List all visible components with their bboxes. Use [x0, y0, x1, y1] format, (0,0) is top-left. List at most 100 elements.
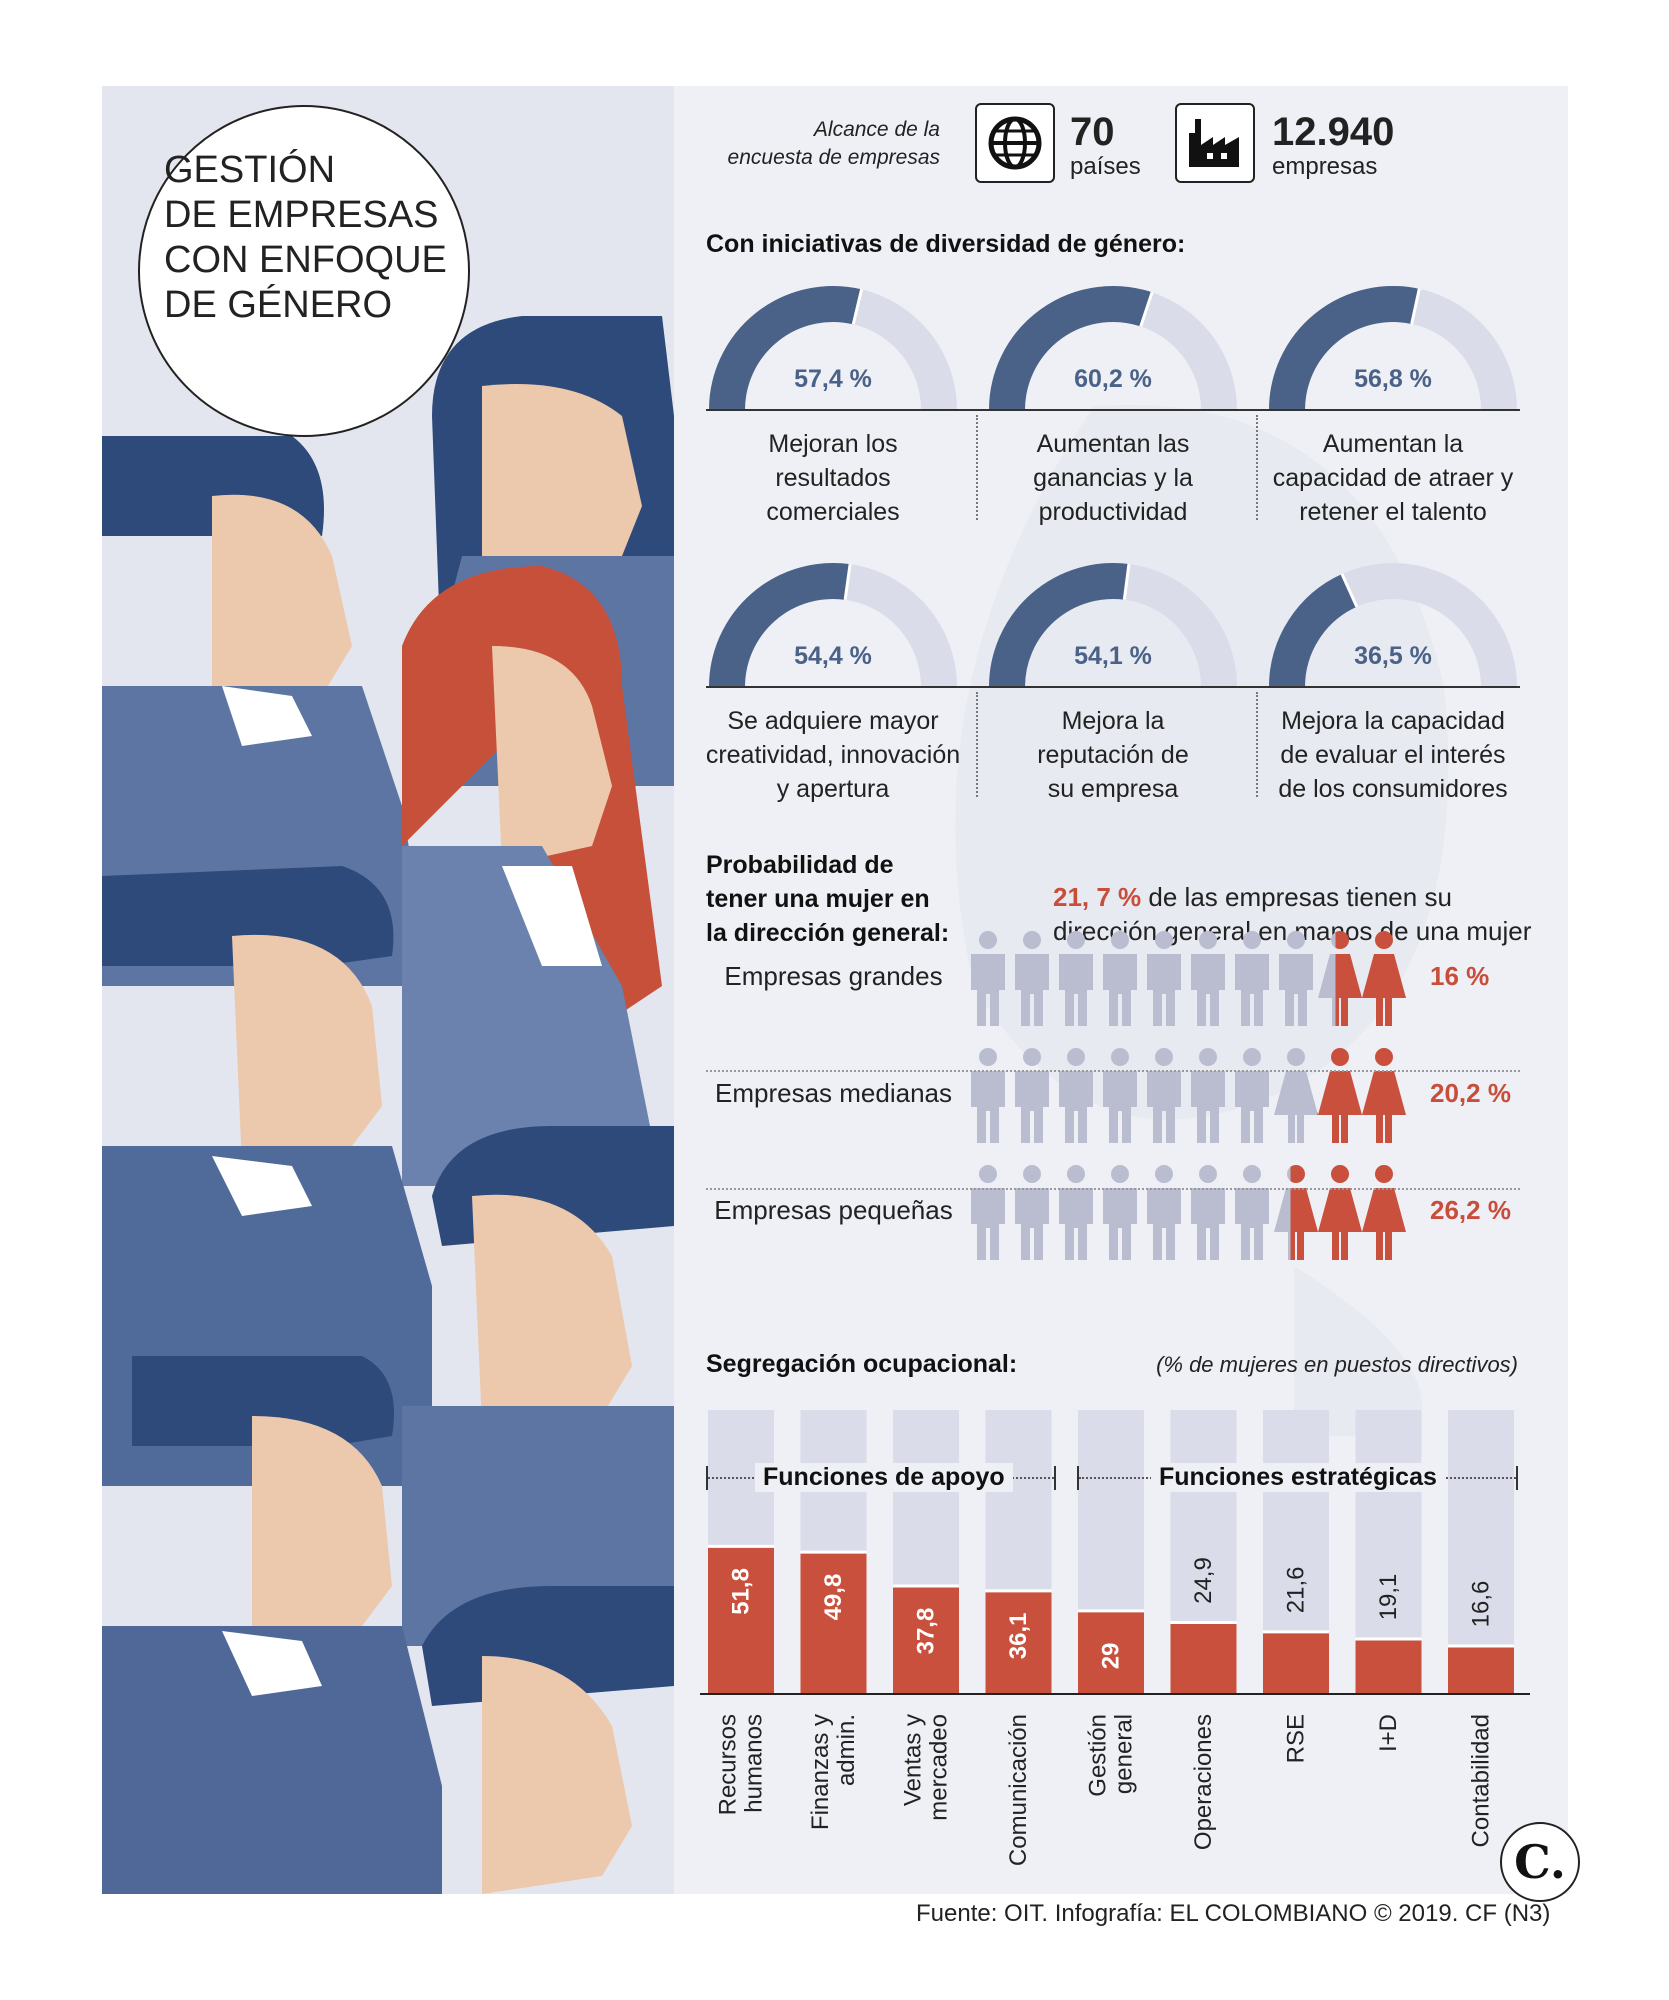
man-icon — [971, 931, 1005, 1026]
man-icon — [1147, 931, 1181, 1026]
bar — [1448, 1646, 1514, 1693]
probability-text: de las empresas tienen su — [1141, 882, 1452, 912]
countries-label: países — [1070, 153, 1141, 180]
man-icon — [1235, 1165, 1269, 1260]
man-icon — [971, 1165, 1005, 1260]
man-icon — [1235, 1048, 1269, 1143]
page-title: GESTIÓN DE EMPRESAS CON ENFOQUE DE GÉNER… — [164, 148, 464, 328]
countries-value: 70 — [1070, 110, 1115, 154]
scope-label-line: Alcance de la — [813, 118, 940, 141]
man-icon — [1015, 1165, 1049, 1260]
bar — [1170, 1622, 1237, 1693]
watermark-logo — [955, 404, 1449, 1436]
donut-percent-label: 60,2 % — [1074, 365, 1152, 393]
donut-value-arc — [989, 563, 1129, 688]
donut-percent-label: 54,4 % — [794, 642, 872, 670]
factory-icon — [1175, 103, 1255, 183]
donut-value-arc — [989, 286, 1153, 411]
man-icon — [1015, 1048, 1049, 1143]
bar-value-label: 37,8 — [913, 1608, 940, 1655]
pictogram-row — [971, 1165, 1406, 1260]
bar — [800, 1552, 867, 1693]
donut-description-line: de evaluar el interés — [1280, 741, 1506, 769]
donut-description-line: Aumentan la — [1322, 430, 1464, 458]
donut-description-line: ganancias y la — [1033, 464, 1193, 492]
donut-description: Se adquiere mayor creatividad, innovación… — [703, 704, 963, 806]
man-icon — [1103, 931, 1137, 1026]
divider — [976, 692, 978, 797]
woman-icon — [1362, 931, 1406, 1026]
donut-description-line: Mejora la — [1061, 707, 1165, 735]
donut-description-line: Mejora la capacidad — [1281, 707, 1505, 735]
companies-label: empresas — [1272, 153, 1378, 180]
man-icon — [1191, 1048, 1225, 1143]
man-icon — [1147, 1048, 1181, 1143]
bar-value-label: 29 — [1098, 1643, 1125, 1670]
donut-separator — [1122, 563, 1131, 600]
probability-title-line: la dirección general: — [706, 919, 950, 947]
donut-description: Mejora la reputación de su empresa — [983, 704, 1243, 806]
donut-description-line: resultados — [775, 464, 891, 492]
group-label-support: Funciones de apoyo — [755, 1463, 1013, 1492]
logo: C. — [1500, 1822, 1580, 1902]
woman-icon — [1318, 1048, 1362, 1143]
donut-description-line: Se adquiere mayor — [727, 707, 939, 735]
donut-separator — [851, 288, 864, 325]
probability-title: Probabilidad de tener una mujer en la di… — [706, 848, 949, 950]
bar-value-label: 36,1 — [1005, 1612, 1032, 1659]
donut-value-arc — [1269, 286, 1420, 411]
donut-description-line: y apertura — [776, 775, 890, 803]
divider — [706, 1070, 1520, 1072]
donut-description: Mejora la capacidad de evaluar el interés… — [1263, 704, 1523, 806]
company-size-percent: 16 % — [1430, 961, 1490, 991]
segregation-bar-chart: 51,8 49,8 37,8 36,1 29 24,9 21,6 19,1 16,6 — [700, 1410, 1530, 1695]
donut-description-line: comerciales — [766, 498, 900, 526]
category-label: Gestión — [1085, 1714, 1112, 1797]
title-line: CON ENFOQUE — [164, 239, 447, 281]
bar-value-label: 24,9 — [1190, 1557, 1217, 1604]
donut-percent-label: 56,8 % — [1354, 365, 1432, 393]
man-icon — [1191, 931, 1225, 1026]
company-size-label: Empresas grandes — [724, 961, 943, 991]
donut-description-line: Aumentan las — [1036, 430, 1190, 458]
divider — [1256, 692, 1258, 797]
category-label: admin. — [833, 1714, 860, 1786]
company-size-label: Empresas pequeñas — [714, 1195, 953, 1225]
scope-label: Alcance de la encuesta de empresas — [700, 116, 940, 172]
category-label: Contabilidad — [1468, 1714, 1495, 1847]
title-line: DE EMPRESAS — [164, 194, 439, 236]
bar-value-label: 51,8 — [728, 1568, 755, 1615]
divider — [1256, 415, 1258, 520]
donut-value-arc — [709, 286, 862, 411]
category-label: Recursos — [715, 1714, 742, 1815]
category-label: mercadeo — [926, 1714, 953, 1821]
donut-percent-label: 54,1 % — [1074, 642, 1152, 670]
man-icon — [1279, 931, 1313, 1026]
category-label: Ventas y — [900, 1714, 927, 1806]
donut-description-line: retener el talento — [1299, 498, 1487, 526]
donut-value-arc — [1269, 573, 1358, 688]
woman-icon — [1362, 1048, 1406, 1143]
woman-icon — [1318, 1165, 1362, 1260]
title-line: DE GÉNERO — [164, 284, 393, 326]
donut-description-line: reputación de — [1037, 741, 1189, 769]
donut-description: Aumentan la capacidad de atraer y retener … — [1263, 427, 1523, 529]
pictogram-row — [971, 931, 1406, 1026]
woman-icon — [1318, 931, 1362, 1026]
bar-value-label: 16,6 — [1468, 1581, 1495, 1628]
donut-charts — [709, 286, 1517, 688]
man-icon — [1191, 1165, 1225, 1260]
donut-description-line: productividad — [1038, 498, 1188, 526]
title-circle — [138, 105, 470, 437]
divider — [976, 415, 978, 520]
initiatives-title: Con iniciativas de diversidad de género: — [706, 230, 1186, 258]
divider — [706, 686, 1520, 688]
donut-description-line: capacidad de atraer y — [1272, 464, 1514, 492]
bar — [1078, 1610, 1144, 1693]
divider — [706, 1188, 1520, 1190]
donut-separator — [1410, 288, 1421, 325]
companies-value: 12.940 — [1272, 110, 1395, 154]
man-icon — [1235, 931, 1269, 1026]
group-label-strategic: Funciones estratégicas — [1151, 1463, 1445, 1492]
